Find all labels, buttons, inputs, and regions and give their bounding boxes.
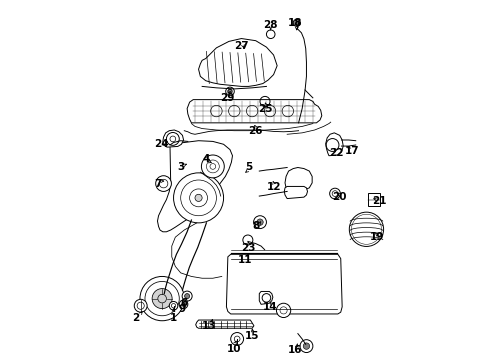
Text: 22: 22: [329, 148, 343, 158]
Polygon shape: [196, 320, 254, 328]
Text: 24: 24: [154, 139, 169, 149]
Circle shape: [182, 302, 185, 306]
Polygon shape: [326, 133, 343, 156]
Text: 7: 7: [154, 179, 161, 189]
Circle shape: [173, 173, 223, 223]
Text: 21: 21: [372, 197, 386, 206]
Circle shape: [156, 176, 171, 192]
Circle shape: [179, 300, 188, 309]
Circle shape: [140, 276, 184, 321]
Circle shape: [349, 212, 384, 247]
Circle shape: [195, 194, 202, 202]
Polygon shape: [368, 193, 380, 206]
Circle shape: [303, 343, 310, 349]
Polygon shape: [163, 130, 184, 147]
Circle shape: [243, 235, 253, 245]
Text: 25: 25: [258, 104, 273, 113]
Text: 4: 4: [202, 154, 209, 163]
Polygon shape: [157, 141, 232, 232]
Text: 16: 16: [288, 345, 302, 355]
Text: 19: 19: [370, 232, 384, 242]
Text: 9: 9: [179, 304, 186, 314]
Polygon shape: [198, 39, 277, 86]
Circle shape: [300, 340, 313, 352]
Polygon shape: [259, 292, 273, 304]
Text: 1: 1: [170, 312, 177, 323]
Text: 18: 18: [288, 18, 302, 28]
Circle shape: [253, 216, 267, 229]
Text: 20: 20: [332, 192, 347, 202]
Text: 26: 26: [248, 126, 263, 136]
Text: 27: 27: [234, 41, 249, 51]
Text: 5: 5: [245, 162, 252, 172]
Circle shape: [330, 188, 341, 199]
Text: 11: 11: [238, 255, 252, 265]
Text: 14: 14: [263, 302, 277, 312]
Circle shape: [182, 291, 192, 301]
Circle shape: [169, 301, 178, 310]
Text: 15: 15: [245, 332, 259, 342]
Circle shape: [293, 19, 300, 26]
Text: 3: 3: [177, 162, 184, 172]
Circle shape: [201, 155, 224, 178]
Circle shape: [231, 333, 244, 345]
Polygon shape: [285, 167, 312, 192]
Text: 28: 28: [263, 19, 277, 30]
Polygon shape: [284, 186, 308, 199]
Text: 2: 2: [132, 312, 140, 323]
Circle shape: [185, 294, 190, 298]
Circle shape: [226, 87, 234, 96]
Circle shape: [228, 89, 232, 94]
Text: 23: 23: [241, 243, 256, 253]
Text: 8: 8: [252, 221, 259, 231]
Text: 17: 17: [345, 147, 360, 157]
Text: 10: 10: [227, 343, 242, 354]
Text: 29: 29: [220, 93, 234, 103]
Circle shape: [267, 30, 275, 39]
Text: 12: 12: [267, 182, 281, 192]
Polygon shape: [187, 100, 322, 123]
Text: 6: 6: [181, 298, 188, 308]
Polygon shape: [226, 254, 342, 314]
Text: 13: 13: [202, 321, 217, 332]
Circle shape: [257, 219, 263, 225]
Circle shape: [134, 299, 147, 312]
Circle shape: [152, 289, 172, 309]
Circle shape: [276, 303, 291, 318]
